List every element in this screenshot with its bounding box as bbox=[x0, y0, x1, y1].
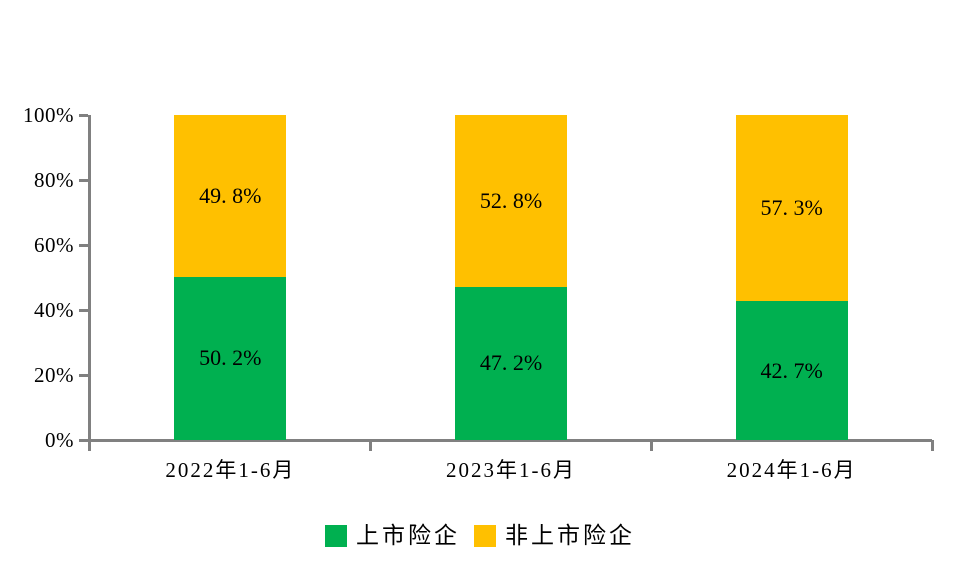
bar-segment-listed bbox=[735, 301, 848, 440]
y-tick-label: 60% bbox=[34, 233, 74, 257]
x-tick-mark bbox=[930, 440, 934, 451]
bar-segment-label: 49. 8% bbox=[199, 182, 262, 208]
y-tick-mark bbox=[79, 244, 88, 247]
bar-segment-listed bbox=[455, 286, 567, 440]
bar-segment-label: 57. 3% bbox=[760, 195, 823, 221]
y-tick-mark bbox=[79, 114, 88, 117]
x-category-label: 2024年1-6月 bbox=[726, 458, 857, 482]
bar-segment-unlisted bbox=[455, 115, 567, 287]
x-tick-mark bbox=[369, 440, 373, 451]
bar-segment-label: 42. 7% bbox=[760, 357, 823, 383]
legend-item-listed: 上市险企 bbox=[325, 522, 460, 550]
y-tick-mark bbox=[79, 439, 88, 442]
bar-segment-label: 50. 2% bbox=[199, 345, 262, 371]
x-tick-mark bbox=[649, 440, 653, 451]
bar-segment-unlisted bbox=[735, 115, 848, 302]
legend-label-unlisted: 非上市险企 bbox=[505, 523, 635, 548]
legend-swatch-listed bbox=[325, 525, 347, 547]
legend-swatch-unlisted bbox=[474, 525, 496, 547]
y-tick-label: 0% bbox=[45, 428, 74, 452]
bar-segment-unlisted bbox=[174, 115, 287, 277]
y-tick-mark bbox=[79, 309, 88, 312]
y-axis-line bbox=[88, 115, 91, 451]
bar-segment-label: 52. 8% bbox=[479, 187, 543, 213]
legend-item-unlisted: 非上市险企 bbox=[474, 522, 635, 550]
x-category-label: 2022年1-6月 bbox=[165, 458, 296, 482]
y-tick-label: 40% bbox=[34, 298, 74, 322]
bar-segment-label: 47. 2% bbox=[479, 350, 543, 376]
x-category-label: 2023年1-6月 bbox=[446, 458, 576, 482]
y-tick-mark bbox=[79, 179, 88, 182]
bar-segment-listed bbox=[174, 276, 287, 440]
legend: 上市险企 非上市险企 bbox=[0, 522, 960, 550]
legend-label-listed: 上市险企 bbox=[356, 523, 460, 548]
y-tick-label: 80% bbox=[34, 168, 74, 192]
x-axis-line bbox=[88, 439, 932, 442]
y-tick-label: 100% bbox=[23, 103, 74, 127]
y-tick-label: 20% bbox=[34, 363, 74, 387]
y-tick-mark bbox=[79, 374, 88, 377]
